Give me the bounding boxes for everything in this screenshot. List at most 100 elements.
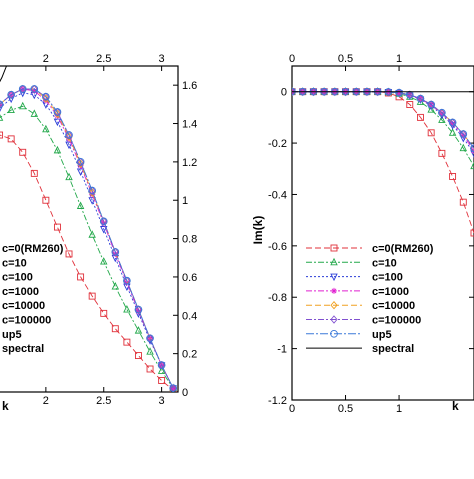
data-point-c-10 xyxy=(42,124,50,133)
y-tick-label: 1.2 xyxy=(182,157,197,169)
data-point-up5 xyxy=(416,94,425,103)
y-tick-label: 0.8 xyxy=(182,234,197,246)
y-axis-title: Im(k) xyxy=(251,216,265,245)
legend-label: up5 xyxy=(372,329,392,341)
data-point-c-100000 xyxy=(470,144,474,153)
x-tick-label-bottom: 3 xyxy=(159,395,165,407)
series-line-c-0-rm260- xyxy=(292,91,474,234)
data-point-c-100 xyxy=(53,118,62,127)
x-tick-label-bottom: 0 xyxy=(289,403,295,415)
y-tick-label: -1 xyxy=(277,344,287,356)
data-point-up5 xyxy=(395,88,403,97)
data-point-c-0-rm260- xyxy=(30,169,38,177)
data-point-up5 xyxy=(169,384,178,392)
legend-marker xyxy=(330,329,338,338)
series-line-c-1000 xyxy=(292,91,474,152)
data-point-c-10 xyxy=(76,201,85,209)
data-point-up5 xyxy=(0,100,4,109)
y-tick-label: -0.8 xyxy=(268,292,287,304)
legend: c=0(RM260) c=10 c=100 c=1000 c=10000 c=100000… xyxy=(306,243,434,355)
legend-label: c=10000 xyxy=(2,300,45,312)
data-point-c-0-rm260- xyxy=(65,250,73,258)
y-tick-label: -0.2 xyxy=(268,138,287,150)
star-stroke xyxy=(450,121,456,127)
data-point-c-0-rm260- xyxy=(7,135,15,143)
data-point-c-100 xyxy=(76,168,85,176)
data-point-c-10 xyxy=(53,145,62,154)
data-point-up5 xyxy=(99,217,108,226)
x-tick-label-top: 2.5 xyxy=(96,53,111,65)
y-tick-label: 0.6 xyxy=(182,272,197,284)
star-stroke xyxy=(331,288,337,294)
legend-label: c=0(RM260) xyxy=(372,243,434,255)
data-point-c-0-rm260- xyxy=(135,352,142,360)
y-tick-label: -0.6 xyxy=(268,241,287,253)
data-point-c-0-rm260- xyxy=(427,129,435,137)
legend-label: up5 xyxy=(2,329,22,341)
legend-label: c=10 xyxy=(372,257,397,269)
x-tick-label-top: 1 xyxy=(396,53,402,65)
data-point-c-10 xyxy=(459,143,468,152)
legend-label: c=100 xyxy=(372,272,403,284)
legend-label: c=10000 xyxy=(372,300,415,312)
left-panel-real-part: 1.51.5222.52.53300.20.40.60.811.21.41.6c… xyxy=(0,53,197,413)
star-stroke xyxy=(471,148,474,152)
series-line-c-10 xyxy=(292,91,474,167)
x-tick-label-top: 0.5 xyxy=(338,53,353,65)
legend: c=0(RM260) c=10 c=100 c=1000 c=10000 c=100000… xyxy=(2,243,64,355)
star-stroke xyxy=(460,132,466,138)
series-line-up5 xyxy=(0,88,174,389)
data-point-c-10 xyxy=(0,114,4,121)
legend-label: c=10 xyxy=(2,257,27,269)
data-point-c-100 xyxy=(88,197,96,205)
legend-marker xyxy=(330,273,338,282)
data-point-c-100 xyxy=(100,226,108,234)
series-line-c-100 xyxy=(292,91,474,154)
data-point-up5 xyxy=(7,90,15,99)
x-tick-label-bottom: 2.5 xyxy=(96,395,111,407)
data-point-up5 xyxy=(157,361,166,370)
legend-marker xyxy=(330,244,338,252)
data-point-up5 xyxy=(470,144,474,153)
x-axis-title: k xyxy=(452,399,459,413)
legend-marker xyxy=(330,257,338,266)
data-point-up5 xyxy=(42,92,50,101)
data-point-up5 xyxy=(459,130,468,138)
y-tick-label: -0.4 xyxy=(268,189,287,201)
series-line-c-10000 xyxy=(292,91,474,149)
x-tick-label-top: 2 xyxy=(43,53,49,65)
series-line-c-100 xyxy=(0,92,174,389)
data-point-c-10 xyxy=(111,282,120,290)
legend-marker xyxy=(331,287,337,294)
data-point-up5 xyxy=(76,158,85,166)
x-tick-label-bottom: 0.5 xyxy=(338,403,353,415)
series-line-c-100000 xyxy=(292,91,474,149)
data-point-up5 xyxy=(65,131,73,139)
data-point-c-10 xyxy=(470,161,474,170)
legend-marker xyxy=(330,301,338,310)
series-line-up5 xyxy=(292,91,474,149)
legend-label: c=100000 xyxy=(2,315,51,327)
star-stroke xyxy=(471,150,474,154)
data-point-c-10 xyxy=(427,105,435,113)
data-point-c-0-rm260- xyxy=(42,196,50,204)
data-point-c-0-rm260- xyxy=(111,325,119,333)
legend-label: c=0(RM260) xyxy=(2,243,64,255)
series-line-spectral xyxy=(0,66,7,83)
y-tick-label: 0 xyxy=(281,87,287,99)
y-tick-label: 1.4 xyxy=(182,119,197,131)
data-point-c-0-rm260- xyxy=(123,338,131,346)
x-tick-label-bottom: 1 xyxy=(396,403,402,415)
legend-label: c=1000 xyxy=(372,286,409,298)
data-point-c-100000 xyxy=(292,87,296,96)
x-tick-label-top: 3 xyxy=(159,53,165,65)
legend-label: c=1000 xyxy=(2,286,39,298)
data-point-c-0-rm260- xyxy=(449,173,457,180)
plot-frame xyxy=(291,65,474,401)
series-line-c-0-rm260- xyxy=(0,134,174,391)
data-point-up5 xyxy=(18,85,27,93)
data-point-up5 xyxy=(123,276,131,285)
data-point-c-0-rm260- xyxy=(417,113,424,121)
legend-marker xyxy=(330,315,338,324)
